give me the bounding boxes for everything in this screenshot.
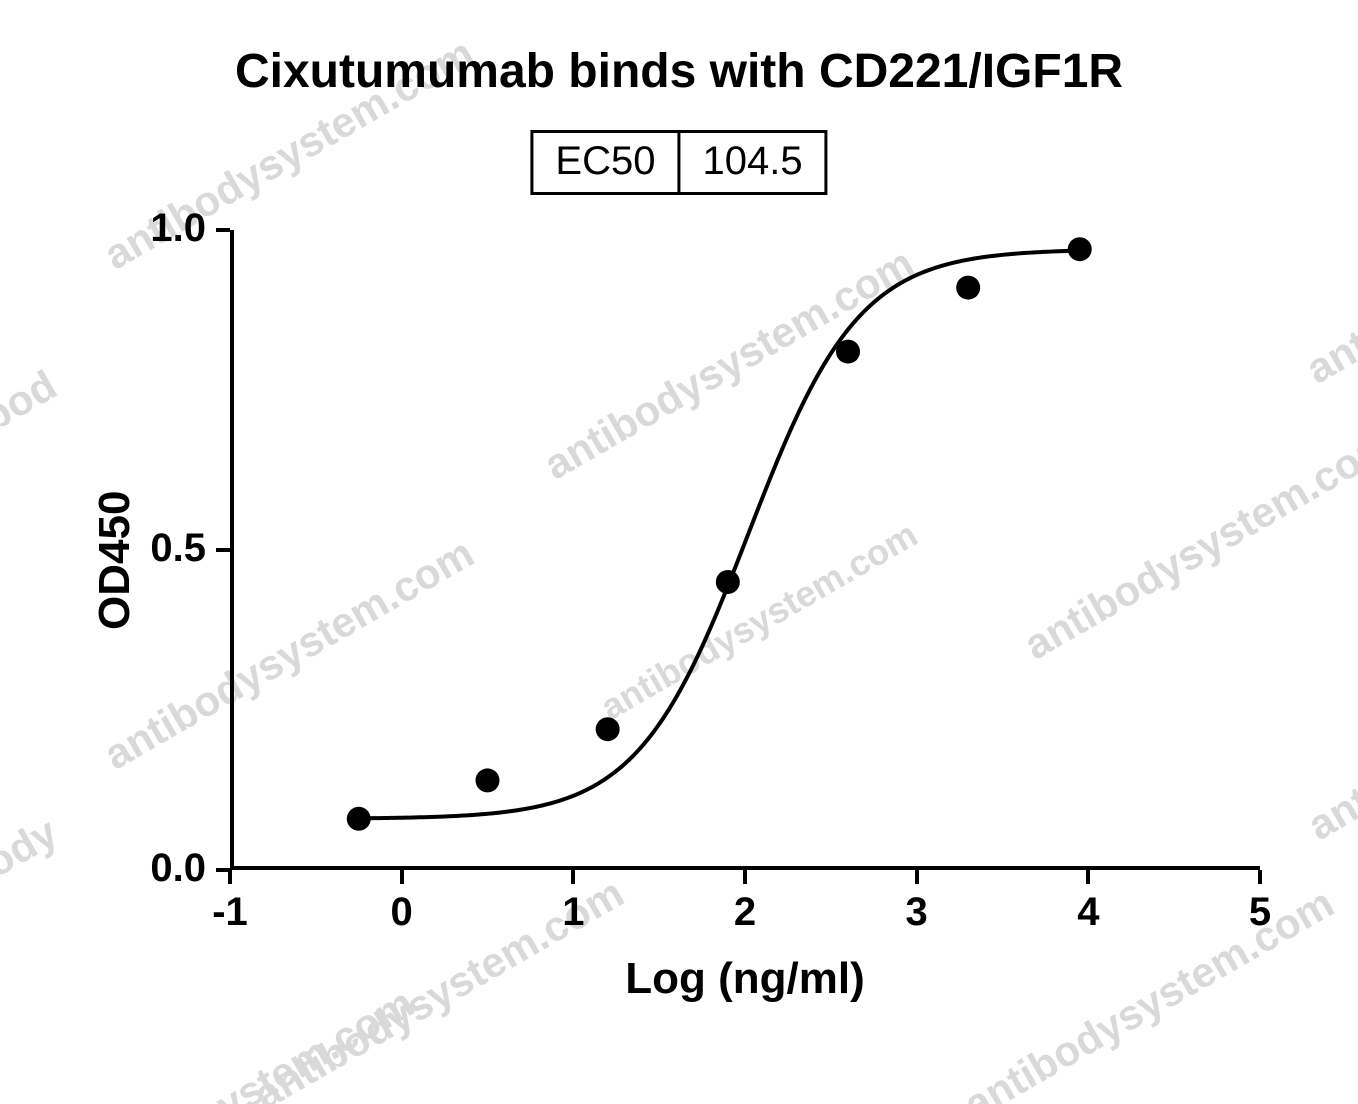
x-tick-label: 0 [372, 890, 432, 935]
x-tick-label: 1 [543, 890, 603, 935]
watermark-text: antib [1300, 758, 1358, 850]
y-tick [216, 228, 230, 232]
x-tick [743, 870, 747, 884]
x-tick [571, 870, 575, 884]
x-tick [1258, 870, 1262, 884]
data-point [596, 717, 620, 741]
x-tick-label: -1 [200, 890, 260, 935]
x-tick-label: 5 [1230, 890, 1290, 935]
y-axis-label: OD450 [90, 491, 140, 630]
x-tick [400, 870, 404, 884]
watermark-text: anti [1298, 315, 1358, 394]
ec50-label: EC50 [533, 133, 677, 192]
x-tick [1086, 870, 1090, 884]
x-tick-label: 4 [1058, 890, 1118, 935]
y-tick-label: 1.0 [150, 206, 206, 251]
data-point [716, 570, 740, 594]
y-tick-label: 0.0 [150, 846, 206, 891]
data-point [836, 340, 860, 364]
data-point [1068, 237, 1092, 261]
plot-svg [230, 230, 1260, 870]
watermark-text: ibod [0, 361, 65, 447]
x-tick [915, 870, 919, 884]
plot-area [230, 230, 1260, 870]
x-tick [228, 870, 232, 884]
x-tick-label: 2 [715, 890, 775, 935]
binding-curve-chart: antibodysystem.comantibodysystem.comanti… [0, 0, 1358, 1104]
fit-curve [359, 251, 1080, 819]
y-tick [216, 868, 230, 872]
ec50-box: EC50 104.5 [530, 130, 827, 195]
data-point [956, 276, 980, 300]
data-point [347, 807, 371, 831]
x-tick-label: 3 [887, 890, 947, 935]
x-axis-label: Log (ng/ml) [230, 954, 1260, 1004]
chart-title: Cixutumumab binds with CD221/IGF1R [0, 44, 1358, 99]
watermark-text: oody [0, 808, 66, 900]
y-tick [216, 548, 230, 552]
y-tick-label: 0.5 [150, 526, 206, 571]
data-point [476, 768, 500, 792]
ec50-value: 104.5 [677, 133, 824, 192]
